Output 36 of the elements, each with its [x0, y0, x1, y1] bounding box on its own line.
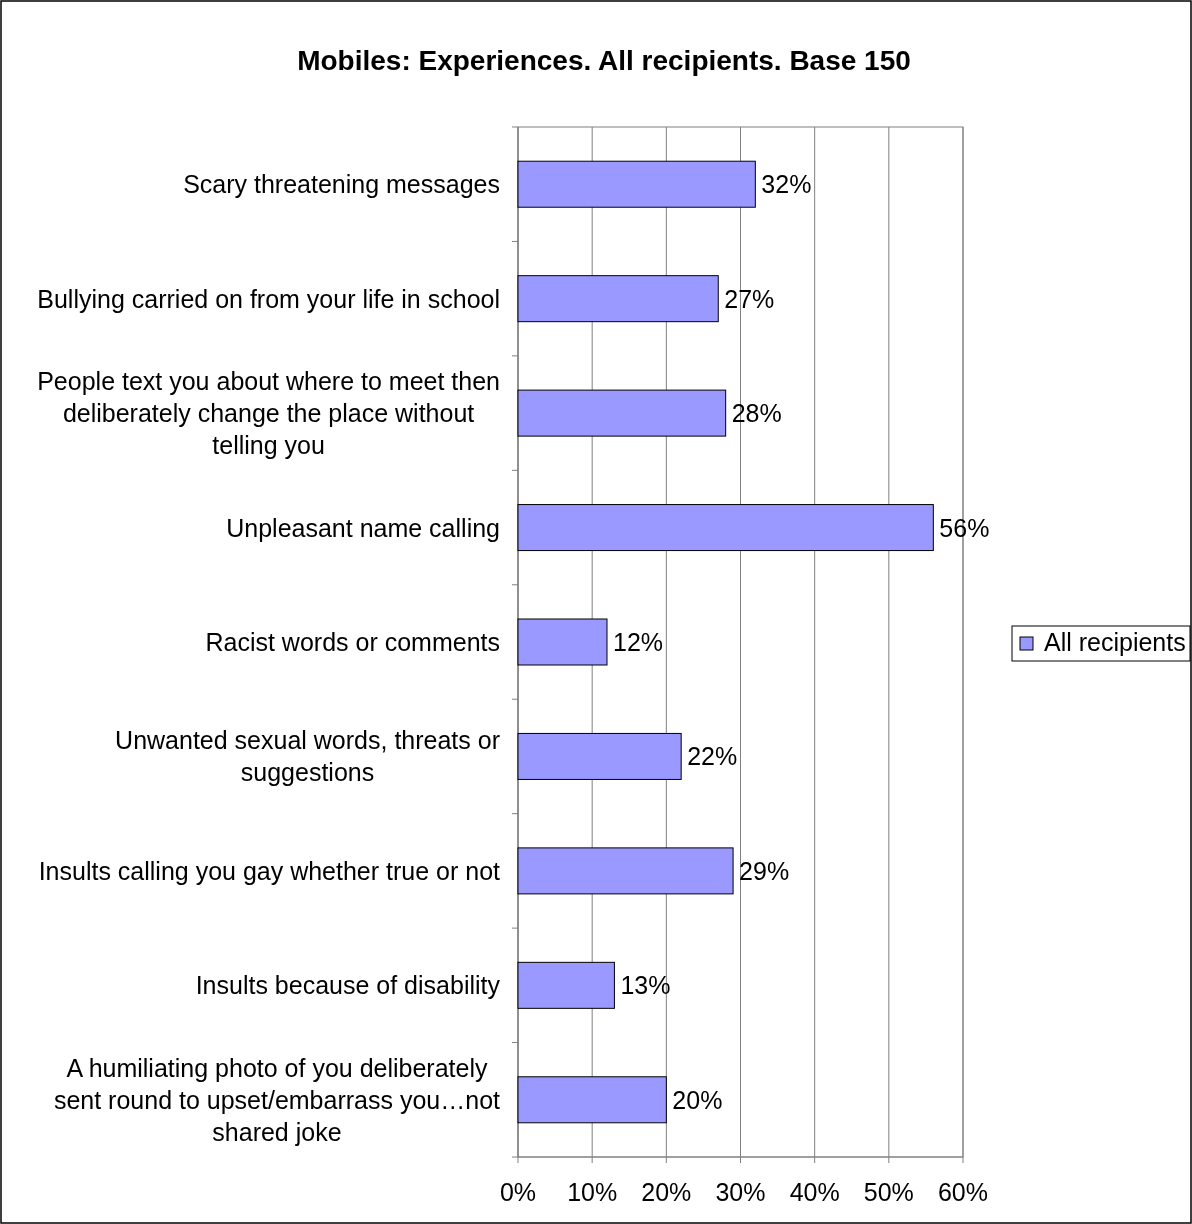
x-tick-label: 60%: [937, 1178, 989, 1206]
y-tick-label: A humiliating photo of you deliberately sent round to upset/embarrass you…not shared joke: [53, 1053, 501, 1146]
bar: [517, 732, 682, 780]
x-tick-label: 10%: [567, 1178, 618, 1206]
text: 32%: [761, 170, 812, 199]
text: 13%: [620, 971, 671, 1000]
x-tick-label: 30%: [715, 1178, 766, 1206]
x-tick-label: 0%: [499, 1178, 537, 1206]
bar: [517, 618, 608, 666]
text: 28%: [731, 399, 782, 428]
y-tick-label: Racist words or comments: [205, 628, 501, 656]
y-tick-label: Insults calling you gay whether true or not: [38, 856, 501, 885]
x-tick-label: 50%: [863, 1178, 914, 1206]
chart-title: Mobiles: Experiences. All recipients. Base 150: [297, 45, 911, 76]
y-tick-label: Unpleasant name calling: [226, 513, 500, 542]
x-tick-label: 40%: [789, 1178, 840, 1206]
bar: [517, 389, 727, 437]
y-tick-label: Bullying carried on from your life in school: [37, 284, 501, 313]
y-tick-label: Scary threatening messages: [183, 170, 501, 199]
bar: [517, 160, 756, 208]
text: 29%: [739, 856, 790, 885]
bar: [517, 504, 934, 552]
y-tick-label: People text you about where to meet then deliberately change the place without telling you: [37, 367, 500, 460]
legend-label: All recipients: [1044, 628, 1186, 656]
text: 20%: [672, 1085, 723, 1114]
y-tick-label: Unwanted sexual words, threats or suggestions: [115, 726, 500, 787]
x-tick-label: 20%: [641, 1178, 692, 1206]
text: 22%: [687, 742, 738, 771]
bar: [517, 275, 719, 323]
bar: [517, 961, 615, 1009]
text: 12%: [613, 628, 664, 656]
y-tick-label: Insults because of disability: [195, 971, 501, 1000]
bar: [517, 1076, 667, 1124]
text: 27%: [724, 284, 775, 313]
text: 56%: [939, 513, 990, 542]
bar: [517, 847, 734, 895]
